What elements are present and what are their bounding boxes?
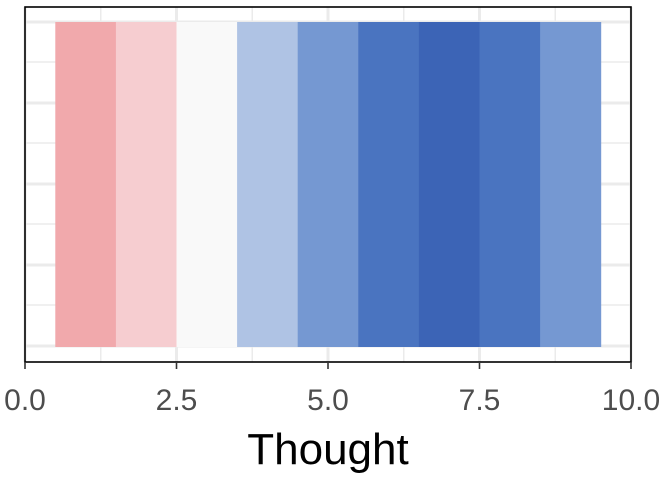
- heatmap-tiles: [55, 22, 602, 347]
- x-axis-tick-labels: 0.0 2.5 5.0 7.5 10.0: [4, 384, 660, 417]
- x-axis-title: Thought: [247, 425, 408, 474]
- x-tick-label: 0.0: [4, 384, 46, 417]
- heatmap-tile-7: [418, 22, 480, 347]
- heatmap-tile-3: [176, 22, 238, 347]
- x-tick-label: 10.0: [602, 384, 660, 417]
- x-axis-ticks: [24, 362, 632, 369]
- x-tick-label: 5.0: [307, 384, 349, 417]
- x-tick-label: 7.5: [459, 384, 501, 417]
- heatmap-tile-8: [479, 22, 541, 347]
- heatmap-tile-4: [237, 22, 299, 347]
- heatmap-tile-6: [358, 22, 420, 347]
- heatmap-tile-9: [540, 22, 602, 347]
- heatmap-tile-1: [55, 22, 117, 347]
- heatmap-tile-2: [115, 22, 177, 347]
- x-tick-label: 2.5: [156, 384, 198, 417]
- heatmap-tile-5: [297, 22, 359, 347]
